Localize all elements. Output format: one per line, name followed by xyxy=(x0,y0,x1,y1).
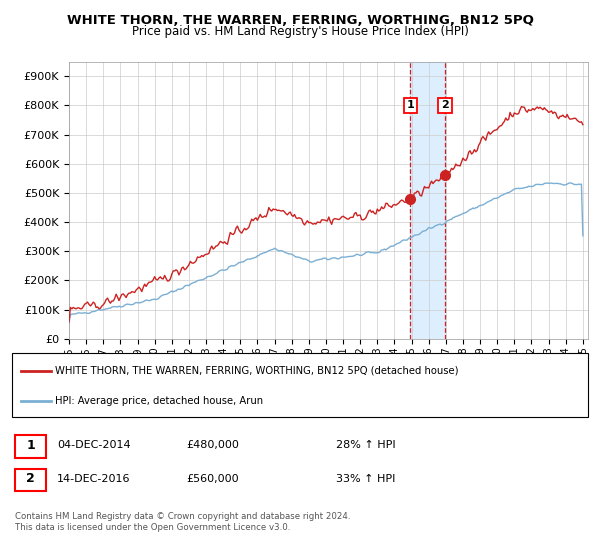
Text: 14-DEC-2016: 14-DEC-2016 xyxy=(57,474,131,484)
Text: 33% ↑ HPI: 33% ↑ HPI xyxy=(336,474,395,484)
Text: £480,000: £480,000 xyxy=(186,440,239,450)
Text: 28% ↑ HPI: 28% ↑ HPI xyxy=(336,440,395,450)
Text: 2: 2 xyxy=(26,472,35,486)
Text: £560,000: £560,000 xyxy=(186,474,239,484)
Text: HPI: Average price, detached house, Arun: HPI: Average price, detached house, Arun xyxy=(55,396,263,406)
Text: 1: 1 xyxy=(26,438,35,452)
Text: 04-DEC-2014: 04-DEC-2014 xyxy=(57,440,131,450)
Bar xyxy=(410,62,445,339)
Text: Contains HM Land Registry data © Crown copyright and database right 2024.
This d: Contains HM Land Registry data © Crown c… xyxy=(15,512,350,532)
Text: WHITE THORN, THE WARREN, FERRING, WORTHING, BN12 5PQ: WHITE THORN, THE WARREN, FERRING, WORTHI… xyxy=(67,14,533,27)
Text: Price paid vs. HM Land Registry's House Price Index (HPI): Price paid vs. HM Land Registry's House … xyxy=(131,25,469,38)
Text: 1: 1 xyxy=(406,100,414,110)
Text: 2: 2 xyxy=(441,100,449,110)
Text: WHITE THORN, THE WARREN, FERRING, WORTHING, BN12 5PQ (detached house): WHITE THORN, THE WARREN, FERRING, WORTHI… xyxy=(55,366,459,376)
